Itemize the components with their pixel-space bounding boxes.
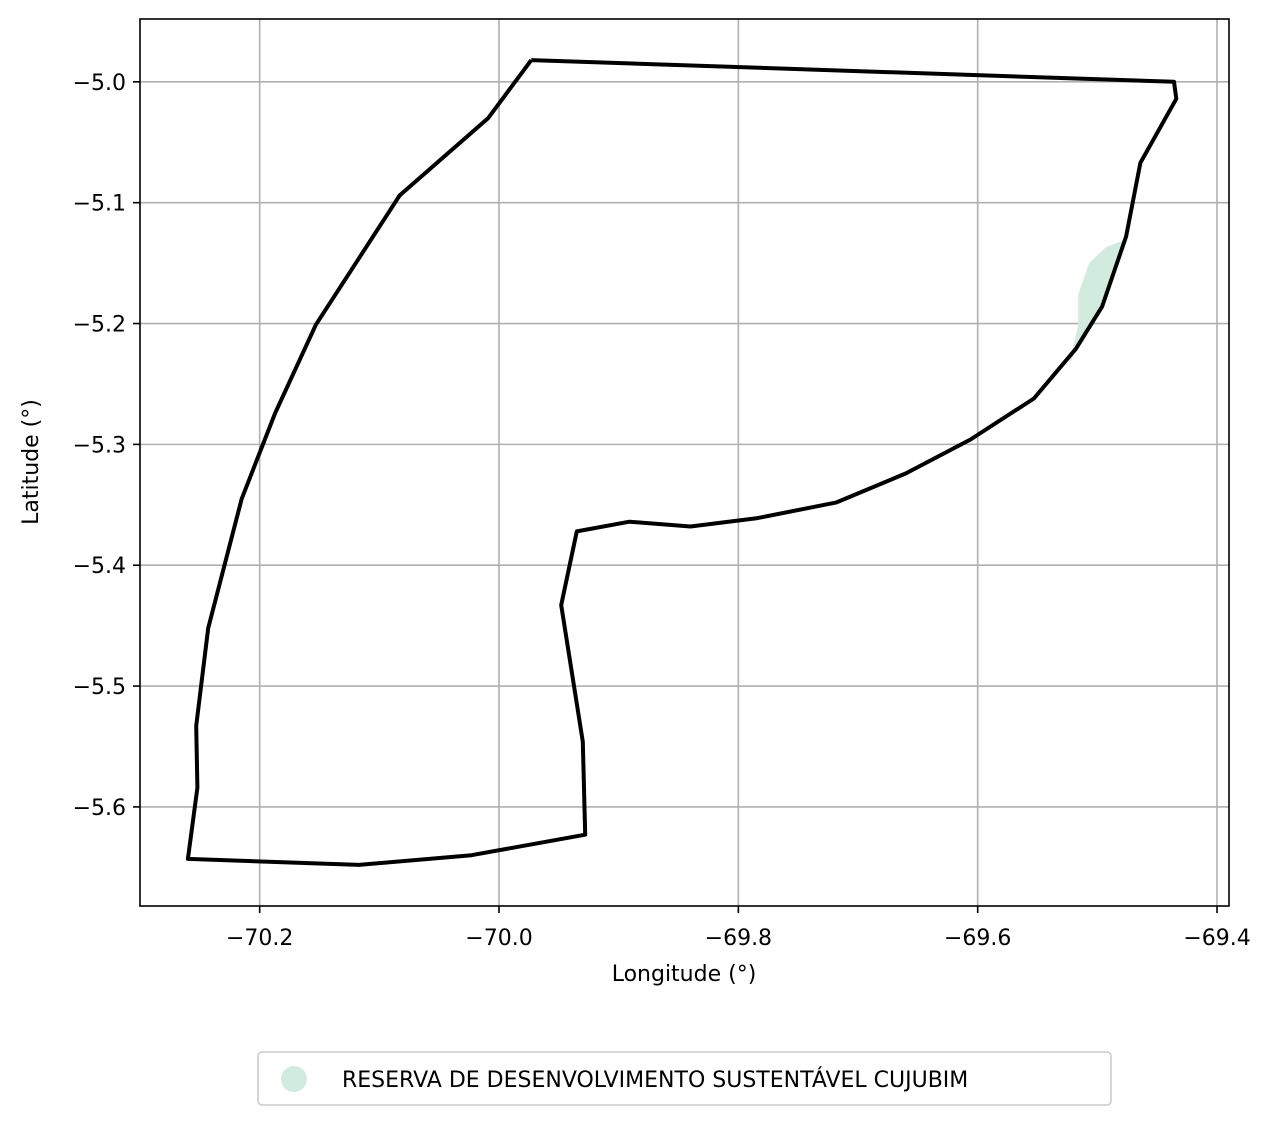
x-tick-label: −69.6: [944, 926, 1011, 951]
x-tick-label: −69.8: [705, 926, 772, 951]
plot-frame: [139, 18, 1230, 907]
y-tick-label: −5.0: [73, 71, 126, 96]
boundary-outline: [185, 58, 1179, 867]
x-axis-label: Longitude (°): [612, 962, 757, 987]
legend-entry-label: RESERVA DE DESENVOLVIMENTO SUSTENTÁVEL C…: [342, 1067, 968, 1093]
y-axis-ticks: −5.0 −5.1 −5.2 −5.3 −5.4 −5.5 −5.6: [73, 71, 140, 821]
legend: RESERVA DE DESENVOLVIMENTO SUSTENTÁVEL C…: [257, 1051, 1112, 1106]
y-tick-label: −5.4: [73, 554, 126, 579]
y-axis-label: Latitude (°): [19, 399, 44, 525]
x-tick-label: −70.2: [226, 926, 293, 951]
y-tick-label: −5.5: [73, 675, 126, 700]
grid-lines: [140, 19, 1229, 906]
municipality-boundary: [185, 58, 1179, 867]
y-tick-label: −5.3: [73, 433, 126, 458]
x-tick-label: −69.4: [1183, 926, 1250, 951]
x-axis-ticks: −70.2 −70.0 −69.8 −69.6 −69.4: [226, 906, 1251, 951]
y-tick-label: −5.6: [73, 796, 126, 821]
y-tick-label: −5.1: [73, 192, 126, 217]
y-tick-label: −5.2: [73, 313, 126, 338]
legend-frame: [257, 1051, 1112, 1106]
legend-swatch: [281, 1066, 307, 1092]
x-tick-label: −70.0: [465, 926, 532, 951]
